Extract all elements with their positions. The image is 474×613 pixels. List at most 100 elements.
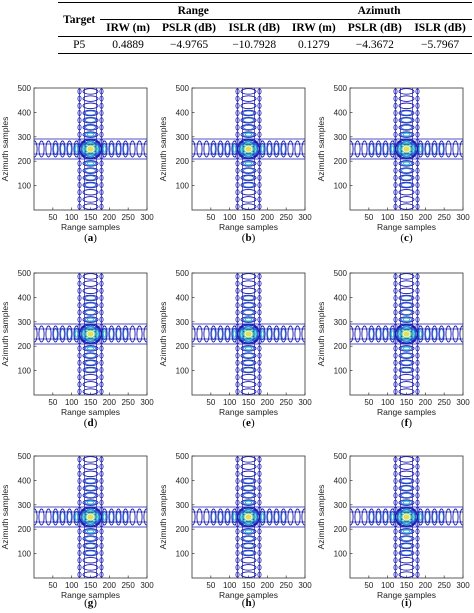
azimuth-sidelobe-contour [82, 556, 99, 564]
contour-group [34, 273, 147, 395]
azimuth-sidelobe-contour [242, 478, 255, 484]
range-sidelobe-contour [210, 140, 217, 158]
x-tick-label: 100 [381, 213, 395, 222]
x-tick-label: 100 [65, 398, 79, 407]
azimuth-sidelobe-contour [398, 556, 415, 564]
y-tick-label: 500 [176, 84, 190, 93]
mainlobe-contour [399, 142, 414, 156]
range-sidelobe-contour [287, 325, 294, 343]
range-sidelobe-contour [266, 508, 273, 526]
azimuth-sidelobe-contour [398, 492, 415, 499]
range-sidelobe-contour [424, 325, 431, 343]
azimuth-sidelobe-contour [400, 295, 413, 301]
azimuth-sidelobe-contour [84, 168, 97, 174]
range-sidelobe-contour [143, 140, 147, 158]
range-sidelobe-contour [211, 327, 216, 341]
x-tick-label: 150 [242, 398, 256, 407]
azimuth-sidelobe-contour [400, 132, 413, 138]
contour-group [350, 266, 463, 395]
azimuth-sidelobe-contour [242, 132, 255, 138]
side-ring-contour [258, 267, 261, 272]
x-tick-label: 300 [140, 213, 154, 222]
range-sidelobe-contour [210, 508, 217, 526]
range-sidelobe-contour [45, 325, 52, 343]
range-sidelobe-contour [192, 508, 196, 526]
range-sidelobe-contour [260, 327, 265, 341]
azimuth-sidelobe-contour [242, 345, 255, 351]
side-ring-contour [100, 450, 103, 455]
x-tick-label: 50 [206, 213, 215, 222]
results-table: Target Range Azimuth IRW (m) PSLR (dB) I… [58, 2, 472, 54]
azimuth-sidelobe-contour [244, 529, 253, 534]
side-ring-contour [394, 450, 397, 455]
range-sidelobe-contour [232, 142, 237, 156]
range-sidelobe-contour [53, 327, 58, 341]
x-tick-label: 50 [364, 398, 373, 407]
range-sidelobe-contour [287, 140, 294, 158]
range-sidelobe-contour [375, 508, 382, 526]
mainlobe-contour [397, 509, 416, 525]
azimuth-sidelobe-contour [399, 266, 414, 272]
x-tick-label: 50 [48, 213, 57, 222]
range-sidelobe-contour [102, 513, 107, 521]
azimuth-sidelobe-contour [84, 367, 97, 373]
azimuth-sidelobe-contour [84, 478, 97, 484]
side-ring-contour [394, 579, 397, 584]
azimuth-sidelobe-contour [244, 132, 253, 137]
range-sidelobe-contour [53, 510, 58, 524]
y-axis-label: Azimuth samples [316, 302, 326, 367]
range-sidelobe-contour [368, 325, 375, 343]
range-sidelobe-contour [253, 145, 258, 153]
range-sidelobe-contour [418, 327, 423, 341]
range-sidelobe-contour [81, 513, 86, 521]
azimuth-sidelobe-contour [242, 175, 255, 181]
range-sidelobe-contour [301, 508, 305, 526]
range-sidelobe-contour [66, 325, 73, 343]
x-tick-label: 100 [381, 581, 395, 590]
azimuth-sidelobe-contour [82, 564, 99, 571]
azimuth-sidelobe-contour [84, 302, 97, 308]
azimuth-sidelobe-contour [84, 132, 97, 138]
side-ring-contour [258, 450, 261, 455]
azimuth-sidelobe-contour [84, 117, 97, 123]
x-tick-label: 150 [84, 398, 98, 407]
range-sidelobe-contour [95, 145, 100, 153]
range-sidelobe-contour [411, 513, 416, 521]
mainlobe-contour [239, 141, 258, 157]
value-cell: −10.7928 [222, 36, 287, 54]
azimuth-sidelobe-contour [83, 81, 98, 87]
azimuth-sidelobe-contour [244, 161, 253, 166]
azimuth-sidelobe-contour [398, 381, 415, 388]
azimuth-sidelobe-contour [398, 463, 415, 470]
x-axis-label: Range samples [219, 222, 278, 232]
contour-group [350, 88, 463, 210]
mainlobe-contour [241, 142, 256, 156]
y-tick-label: 400 [334, 476, 348, 485]
azimuth-sidelobe-contour [244, 500, 253, 505]
y-axis-label: Azimuth samples [0, 485, 10, 550]
azimuth-sidelobe-contour [240, 484, 257, 492]
azimuth-sidelobe-contour [82, 88, 99, 95]
range-sidelobe-contour [232, 145, 237, 153]
range-sidelobe-contour [260, 145, 265, 153]
range-sidelobe-contour [211, 510, 216, 524]
range-sidelobe-contour [390, 513, 395, 521]
azimuth-sidelobe-contour [82, 499, 99, 506]
azimuth-sidelobe-contour [240, 381, 257, 388]
side-ring-contour [78, 579, 81, 584]
side-ring-contour [394, 267, 397, 272]
azimuth-sidelobe-contour [82, 273, 99, 280]
range-sidelobe-contour [382, 508, 389, 526]
azimuth-sidelobe-contour [242, 528, 255, 534]
mainlobe-contour [243, 329, 254, 339]
mainlobe-contour [397, 326, 416, 342]
azimuth-sidelobe-contour [240, 309, 257, 316]
azimuth-sidelobe-contour [398, 102, 415, 110]
azimuth-sidelobe-contour [240, 160, 257, 167]
azimuth-sidelobe-contour [241, 449, 256, 455]
range-sidelobe-contour [281, 510, 286, 524]
range-sidelobe-contour [225, 510, 230, 524]
side-ring-contour [100, 82, 103, 87]
side-ring-contour [78, 211, 81, 216]
y-tick-label: 500 [334, 84, 348, 93]
